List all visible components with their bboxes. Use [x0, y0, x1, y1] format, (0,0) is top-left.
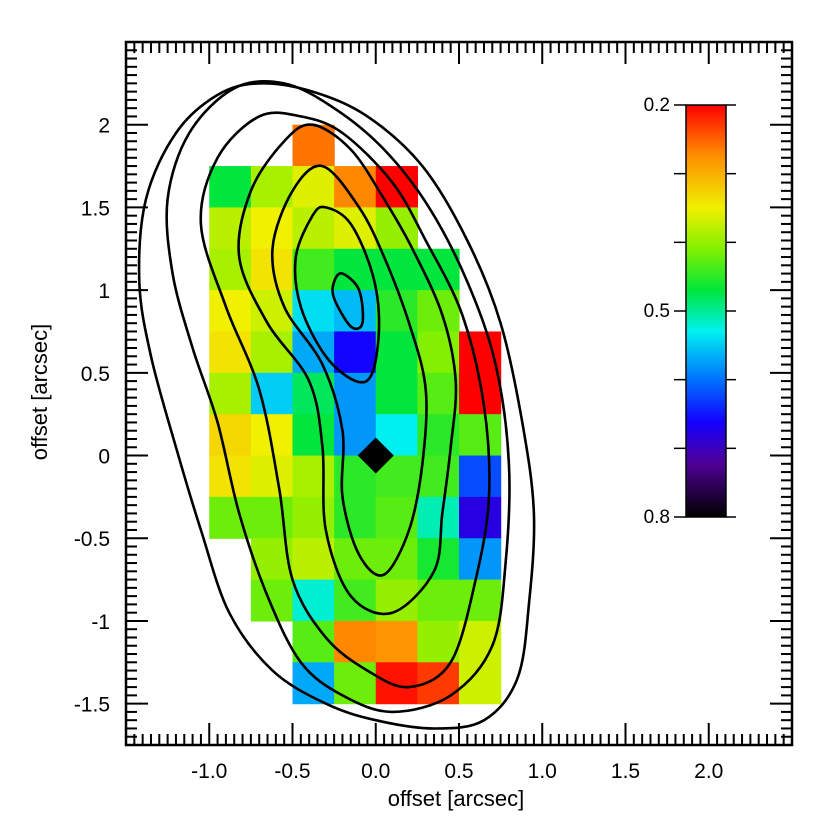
colorbar-bar [685, 104, 727, 518]
center-diamond-marker [357, 437, 394, 474]
colorbar-label: 0.8 [644, 507, 670, 528]
y-tick-label: -1 [91, 611, 110, 634]
x-tick-label: 1.0 [528, 760, 557, 783]
contour-line [331, 272, 365, 331]
heatmap-layer [209, 124, 502, 705]
heatmap-pixel [250, 579, 294, 622]
heatmap-pixel [417, 290, 460, 333]
heatmap-pixel [375, 331, 418, 374]
x-tick-label: 1.5 [611, 760, 640, 783]
x-axis-label: offset [arcsec] [388, 786, 525, 811]
heatmap-pixel [334, 496, 377, 539]
y-tick-label: 1.5 [81, 197, 110, 220]
heatmap-pixel [292, 166, 335, 209]
y-tick-label: 0 [98, 446, 110, 469]
heatmap-pixel [250, 455, 294, 498]
y-tick-label: 2 [98, 115, 110, 138]
heatmap-pixel [250, 331, 294, 374]
heatmap-pixel [459, 496, 502, 539]
heatmap-pixel [375, 290, 418, 333]
heatmap-pixel [292, 496, 335, 539]
heatmap-pixel [209, 372, 252, 415]
x-tick-label: -1.0 [191, 760, 227, 783]
colorbar-label: 0.5 [644, 301, 670, 322]
tick-labels: -1.0 -0.5 0.0 0.5 1.0 1.5 2.0 -1.5 -1 -0.5 0 0.5 1 1.… [74, 115, 724, 783]
contour-line [137, 82, 536, 730]
heatmap-pixel [334, 620, 377, 663]
heatmap-pixel [334, 331, 377, 374]
marker-layer [357, 437, 394, 474]
contour-line [199, 111, 491, 689]
y-tick-label: -1.5 [74, 694, 110, 717]
heatmap-pixel [209, 414, 252, 457]
axis-ticks [125, 41, 793, 746]
colorbar: 0.2 0.5 0.8 [644, 95, 736, 528]
heatmap-pixel [417, 248, 460, 291]
y-tick-label: 1 [98, 280, 110, 303]
heatmap-pixel [459, 455, 502, 498]
heatmap-pixel [417, 496, 460, 539]
heatmap-pixel [417, 620, 460, 663]
heatmap-pixel [292, 620, 335, 663]
heatmap-pixel [292, 455, 335, 498]
heatmap-pixel [209, 290, 252, 333]
contour-line [165, 79, 511, 714]
heatmap-pixel [292, 248, 335, 291]
heatmap-pixel [459, 331, 502, 374]
heatmap-pixel [292, 414, 335, 457]
x-tick-label: 2.0 [694, 760, 723, 783]
x-tick-label: -0.5 [274, 760, 310, 783]
y-tick-label: 0.5 [81, 363, 110, 386]
heatmap-pixel [209, 248, 252, 291]
x-tick-label: 0.5 [444, 760, 473, 783]
heatmap-pixel [292, 579, 335, 622]
x-tick-label: 0.0 [361, 760, 390, 783]
heatmap-pixel [209, 207, 252, 250]
y-tick-label: -0.5 [74, 528, 110, 551]
heatmap-pixel [292, 538, 335, 581]
heatmap-pixel [375, 662, 418, 705]
y-axis-label: offset [arcsec] [27, 324, 52, 461]
heatmap-pixel [209, 166, 252, 209]
heatmap-pixel [375, 496, 418, 539]
heatmap-pixel [250, 496, 294, 539]
heatmap-pixel [459, 579, 502, 622]
heatmap-pixel [334, 662, 377, 705]
colorbar-label: 0.2 [644, 95, 670, 116]
contour-line [270, 164, 428, 577]
heatmap-pixel [417, 455, 460, 498]
contour-line [293, 205, 381, 384]
heatmap-pixel [375, 620, 418, 663]
heatmap-pixel [250, 372, 294, 415]
heatmap-pixel [375, 372, 418, 415]
contour-line [237, 123, 458, 616]
heatmap-pixel [459, 414, 502, 457]
contour-layer [137, 79, 536, 730]
